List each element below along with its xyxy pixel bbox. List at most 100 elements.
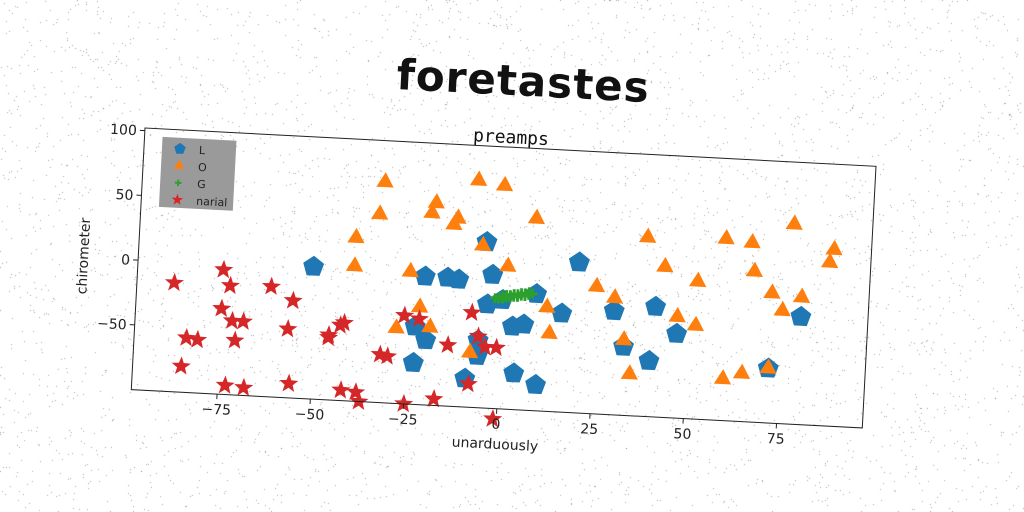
point-series-3: [215, 375, 235, 394]
point-series-1: [785, 214, 803, 230]
x-tick-label: −75: [201, 401, 231, 419]
series-3: [164, 259, 506, 428]
point-series-3: [468, 326, 488, 345]
point-series-0: [503, 362, 525, 383]
point-series-1: [423, 203, 441, 219]
point-series-3: [331, 315, 350, 334]
point-series-1: [732, 363, 751, 380]
x-axis-label: unarduously: [451, 434, 538, 455]
point-series-3: [438, 335, 458, 354]
point-series-1: [421, 317, 439, 333]
point-series-0: [790, 305, 812, 327]
point-series-1: [410, 297, 429, 313]
legend-marker-2: [174, 179, 182, 187]
point-series-3: [283, 290, 303, 310]
point-series-3: [177, 327, 197, 347]
point-series-1: [387, 318, 405, 334]
x-tick-label: 0: [491, 417, 501, 433]
point-series-3: [486, 337, 506, 357]
point-series-1: [792, 287, 811, 303]
point-series-1: [639, 227, 657, 243]
point-series-3: [462, 302, 482, 322]
point-series-1: [445, 214, 463, 231]
point-series-3: [475, 337, 495, 356]
point-series-1: [469, 170, 488, 186]
plot-group: preamps −75 −50 −25 0 25 50 75 −50 0 50 100 unardu…: [74, 122, 877, 455]
point-series-3: [279, 373, 299, 392]
point-series-1: [763, 283, 781, 299]
point-series-1: [745, 261, 763, 278]
point-series-1: [427, 193, 445, 209]
series-2: [490, 287, 538, 304]
y-tick-label: −50: [97, 316, 127, 334]
legend-label: narial: [196, 195, 228, 210]
point-series-1: [820, 252, 839, 269]
point-series-0: [525, 373, 547, 395]
point-series-0: [482, 263, 504, 285]
point-series-3: [377, 346, 398, 365]
point-series-1: [656, 256, 674, 273]
point-series-1: [759, 358, 777, 374]
series-0: [303, 231, 812, 395]
point-series-3: [214, 259, 234, 279]
legend-marker-1: [173, 159, 185, 170]
point-series-1: [587, 276, 606, 293]
y-tick-label: 100: [110, 122, 138, 139]
point-series-0: [402, 351, 424, 373]
point-series-0: [645, 295, 667, 316]
point-series-3: [394, 393, 414, 413]
point-series-3: [458, 373, 478, 393]
point-series-0: [568, 251, 590, 272]
legend-box: [158, 136, 237, 211]
point-series-1: [717, 228, 735, 245]
plot-title: preamps: [473, 125, 550, 150]
legend-label: L: [199, 144, 207, 157]
series-1: [345, 170, 843, 385]
point-series-0: [448, 268, 470, 289]
point-series-3: [278, 319, 298, 338]
point-series-3: [483, 409, 503, 428]
point-series-1: [743, 232, 761, 249]
y-tick-label: 0: [121, 252, 131, 268]
point-series-3: [319, 327, 339, 346]
point-series-0: [666, 322, 688, 344]
x-tick-label: 75: [766, 431, 785, 448]
point-series-1: [538, 297, 556, 313]
point-series-1: [499, 256, 517, 272]
point-series-1: [347, 227, 365, 244]
y-tick-label: 50: [115, 187, 134, 204]
point-series-3: [395, 305, 415, 325]
point-series-3: [171, 356, 191, 375]
point-series-3: [409, 309, 429, 328]
data-marks: [164, 170, 843, 428]
point-series-3: [233, 311, 253, 330]
point-series-3: [212, 298, 232, 318]
point-series-0: [551, 302, 573, 323]
point-series-0: [638, 349, 660, 371]
point-series-3: [222, 310, 242, 330]
point-series-1: [713, 369, 732, 385]
axis-ticks: −75 −50 −25 0 25 50 75 −50 0 50 100: [97, 122, 785, 448]
point-series-1: [370, 204, 389, 220]
x-tick-label: 25: [580, 421, 599, 438]
point-series-1: [668, 306, 686, 323]
point-series-1: [686, 315, 705, 332]
point-series-0: [414, 265, 436, 286]
point-series-1: [401, 261, 419, 278]
legend-label: G: [197, 178, 206, 191]
point-series-0: [415, 329, 437, 350]
point-series-1: [825, 239, 843, 256]
x-tick-label: −25: [388, 411, 418, 429]
point-series-3: [220, 275, 240, 295]
point-series-2: [524, 287, 535, 298]
point-series-3: [261, 276, 282, 295]
point-series-3: [188, 329, 208, 349]
x-tick-label: 50: [673, 426, 692, 443]
point-series-1: [473, 235, 492, 252]
point-series-1: [773, 300, 791, 317]
point-series-1: [605, 288, 624, 304]
point-series-0: [303, 255, 325, 276]
